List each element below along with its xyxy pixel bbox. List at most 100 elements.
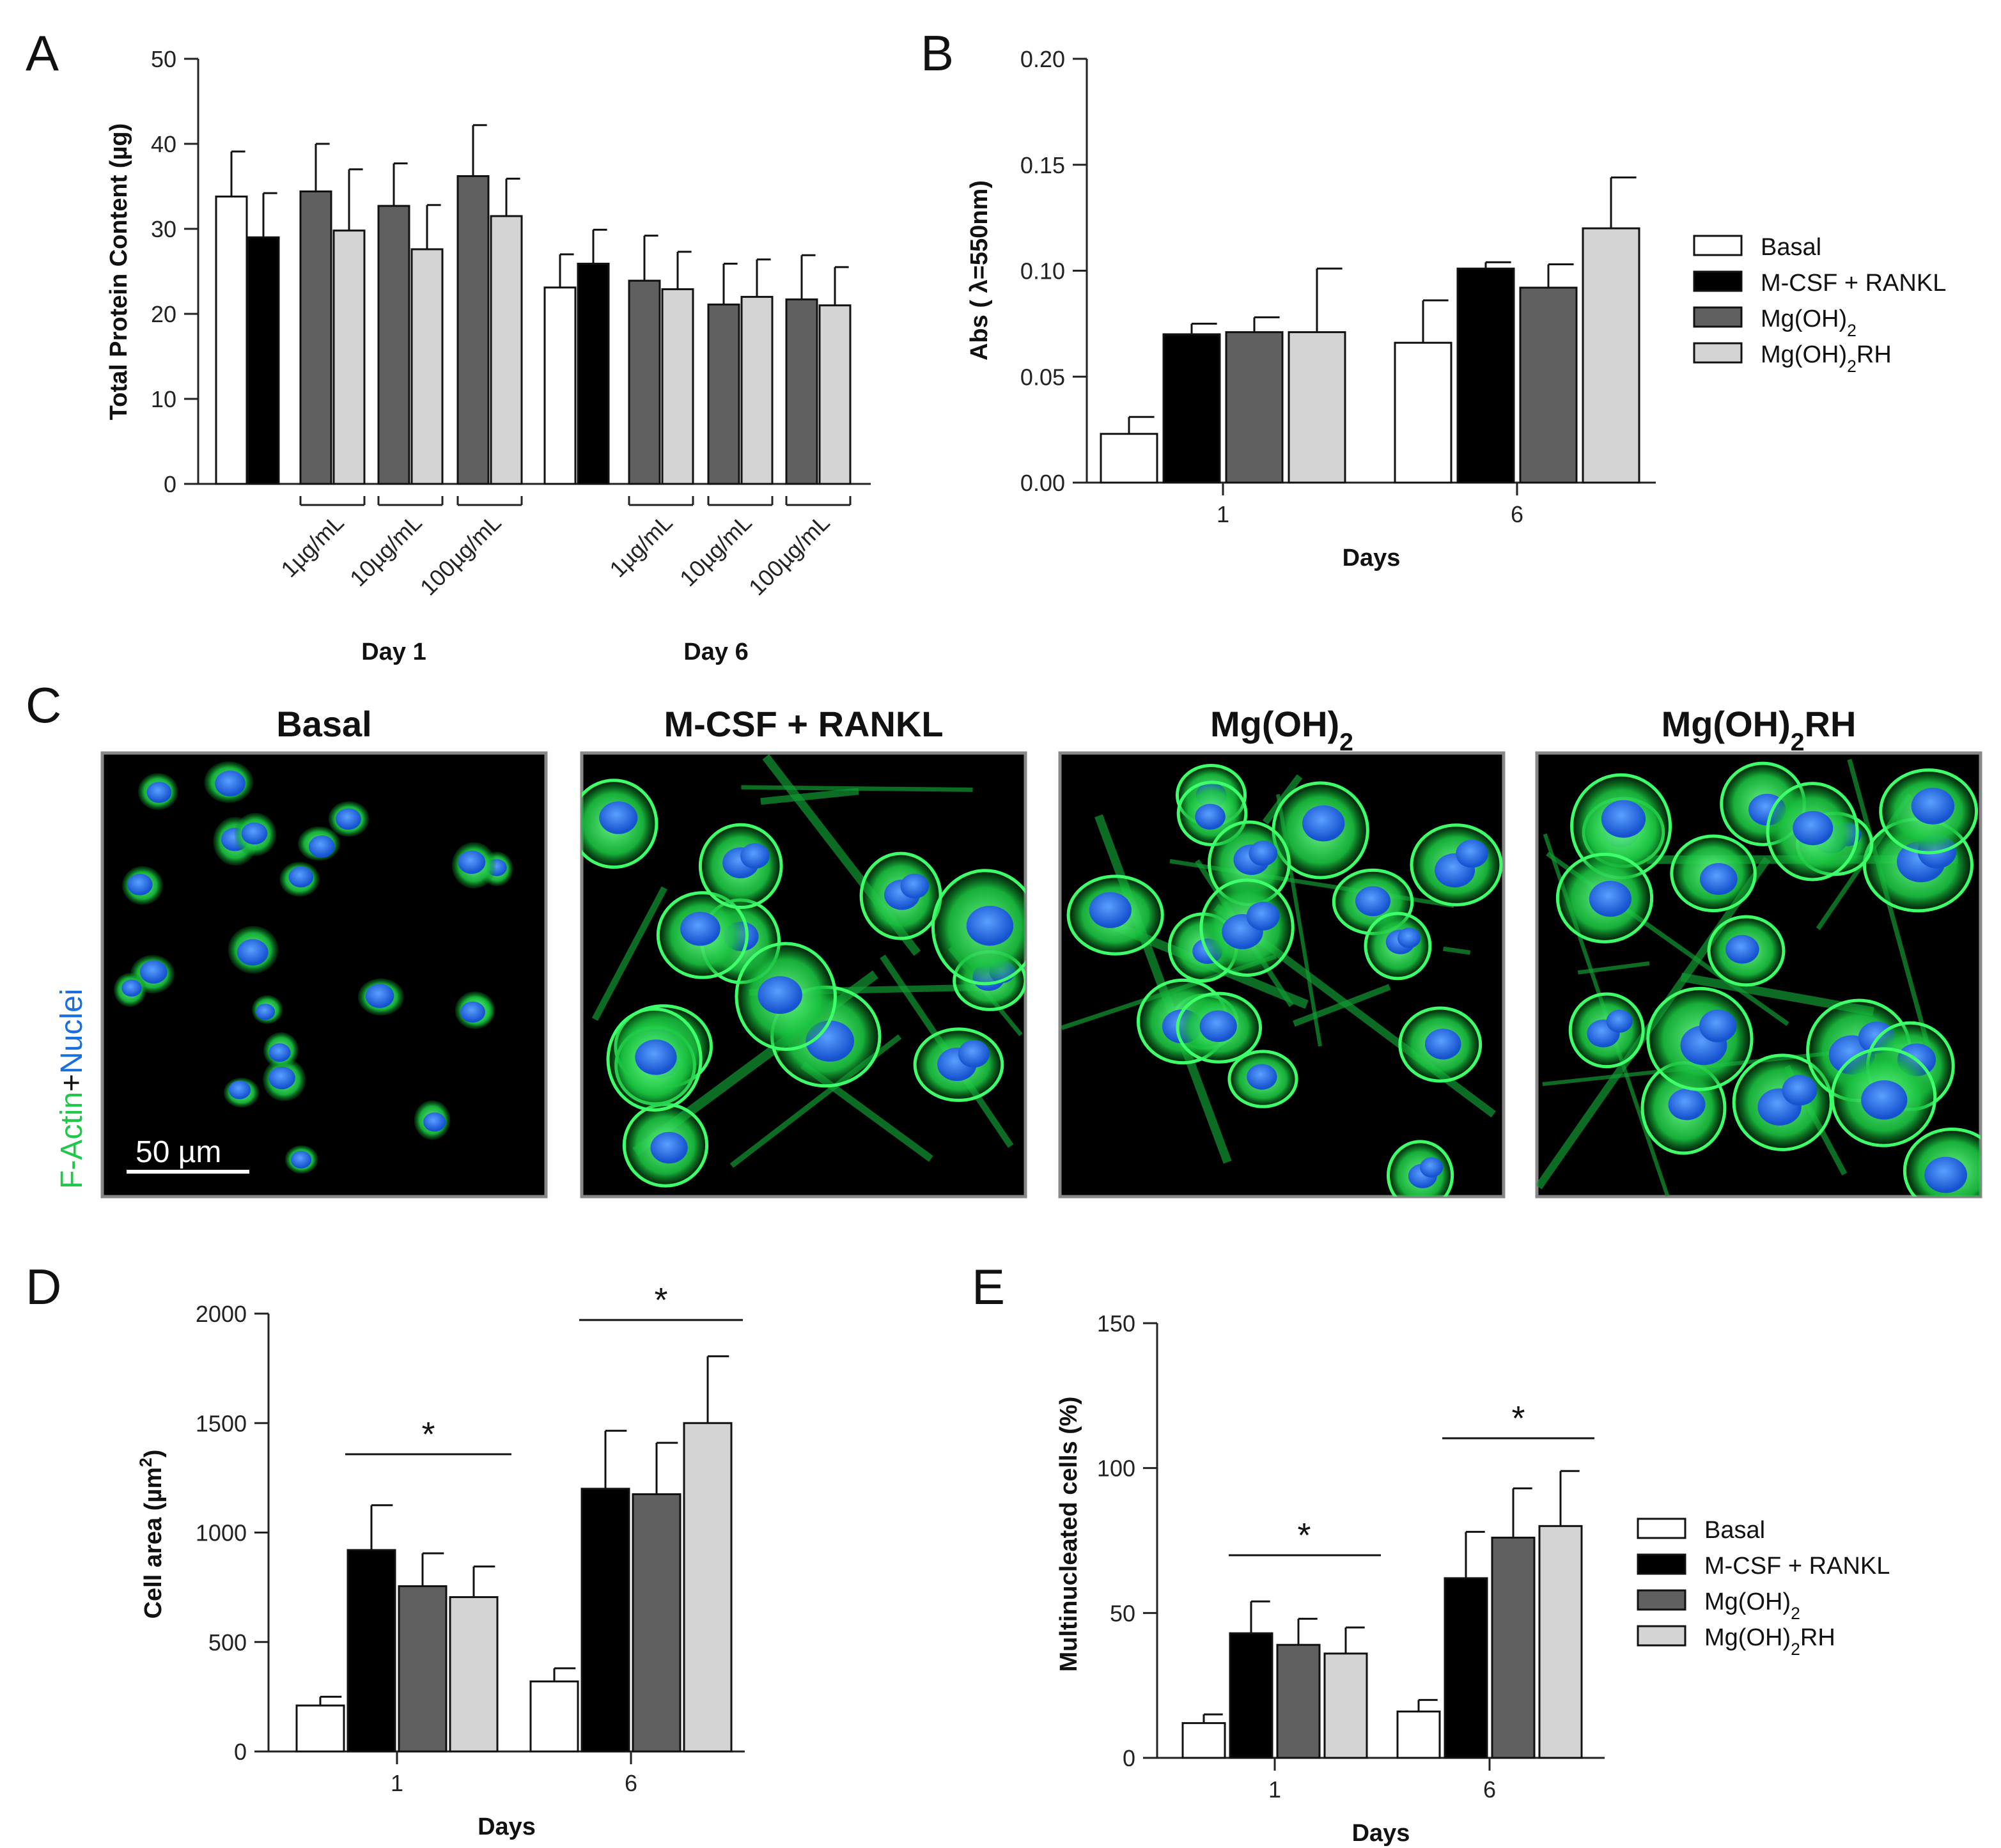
chart-b-absorbance: 0.00 0.05 0.10 0.15 0.20 1 6 Days Abs ( λ=550nm)	[966, 46, 1656, 571]
cell-nucleus	[1606, 1009, 1633, 1033]
chart-a-conc-label: 1µg/mL	[276, 509, 348, 582]
chart-e-sig-star: *	[1511, 1399, 1525, 1438]
actin-filament	[1262, 774, 1303, 825]
cell-nucleus	[237, 939, 269, 966]
cell-nucleus	[308, 835, 335, 858]
micrograph-title-base: M-CSF + RANKL	[664, 704, 943, 744]
legend-e-label-suffix: RH	[1800, 1624, 1835, 1651]
chart-a-y-tick-label: 20	[151, 301, 176, 327]
cell-nucleus	[127, 874, 153, 896]
chart-d-bar	[529, 1680, 579, 1753]
cell-nucleus	[900, 873, 930, 899]
chart-d-y-label-base: Cell area (µm	[140, 1467, 167, 1619]
chart-a-bar	[247, 236, 280, 485]
chart-d-y-tick-label: 1000	[196, 1520, 247, 1546]
chart-e-bar	[1229, 1632, 1273, 1759]
micrograph-title: Basal	[276, 704, 371, 744]
chart-a-bar	[707, 303, 740, 485]
chart-d-x-tick-label: 6	[625, 1770, 637, 1796]
chart-a-bar	[785, 298, 818, 485]
chart-d-sig-star: *	[421, 1415, 435, 1454]
cell-nucleus	[1924, 1156, 1967, 1193]
chart-d-x-tick-label: 1	[391, 1770, 403, 1796]
legend-b-label-base: Mg(OH)	[1761, 306, 1847, 332]
chart-b-y-tick-label: 0.00	[1020, 470, 1065, 496]
legend-b-label-base: Basal	[1761, 234, 1821, 261]
panel-letter-b: B	[921, 25, 954, 81]
chart-a-y-tick-label: 30	[151, 216, 176, 242]
legend-b-label: Mg(OH)2RH	[1761, 341, 1892, 376]
actin-filament	[760, 788, 859, 805]
micrograph-title-suffix: RH	[1805, 704, 1857, 744]
legend-e-label-base: Mg(OH)	[1704, 1588, 1791, 1615]
actin-filament	[1577, 961, 1650, 975]
legend-e-label: M-CSF + RANKL	[1704, 1553, 1890, 1580]
chart-a-conc-label: 10µg/mL	[674, 509, 757, 592]
cell-nucleus	[121, 979, 142, 997]
legend-b-label: Mg(OH)2	[1761, 306, 1857, 340]
cell-nucleus	[256, 1004, 276, 1020]
micrograph-content	[1061, 763, 1503, 1197]
chart-e-x-label: Days	[1352, 1820, 1410, 1847]
cell-nucleus	[1793, 811, 1834, 846]
legend-e-label-base: Mg(OH)	[1704, 1624, 1791, 1651]
chart-b-y-tick-label: 0.05	[1020, 364, 1065, 390]
legend-e-label-sub: 2	[1791, 1640, 1800, 1659]
cell-nucleus	[966, 906, 1014, 946]
chart-e-y-tick-label: 100	[1097, 1456, 1135, 1482]
chart-b-x-label: Days	[1343, 545, 1401, 571]
legend-e-label: Mg(OH)2RH	[1704, 1624, 1835, 1659]
chart-b-y-tick-label: 0.15	[1020, 152, 1065, 178]
cell-nucleus	[288, 866, 314, 888]
chart-a-y-label: Total Protein Content (µg)	[105, 123, 132, 420]
legend-b-swatch	[1693, 270, 1743, 292]
chart-b-bar	[1519, 286, 1578, 484]
chart-e-sig-star: *	[1297, 1516, 1311, 1555]
scale-bar-label: 50 µm	[136, 1135, 221, 1169]
chart-a-bar	[577, 263, 610, 485]
micrograph-title: Mg(OH)2	[1210, 704, 1353, 756]
chart-e-bar	[1276, 1643, 1321, 1759]
legend-b-label-sub: 2	[1847, 357, 1857, 376]
micrograph-title-sub: 2	[1791, 729, 1805, 756]
legend-b-swatch	[1693, 342, 1743, 364]
cell-nucleus	[1355, 886, 1391, 917]
cell-nucleus	[1195, 804, 1226, 830]
cell-nucleus	[650, 1131, 688, 1164]
cell-nucleus	[269, 1043, 291, 1062]
cell-nucleus	[423, 1112, 446, 1132]
cell-nucleus	[1249, 841, 1278, 866]
chart-a-day-label: Day 1	[361, 639, 426, 665]
cell-nucleus	[1699, 863, 1738, 896]
cell-nucleus	[1302, 805, 1345, 842]
cell-nucleus	[146, 782, 172, 804]
chart-d-sig-star: *	[654, 1281, 667, 1319]
chart-d-bar	[683, 1422, 733, 1753]
panel-letter-e: E	[972, 1259, 1005, 1315]
cell-nucleus	[215, 770, 245, 796]
chart-a-conc-label: 1µg/mL	[604, 509, 677, 582]
chart-a-bar	[332, 229, 366, 485]
cell-nucleus	[1199, 1010, 1237, 1043]
chart-e-bar	[1444, 1577, 1488, 1759]
chart-b-x-tick-label: 1	[1217, 501, 1229, 527]
cell-nucleus	[740, 843, 770, 869]
chart-e-x-tick-label: 1	[1268, 1776, 1281, 1803]
chart-e-bar	[1538, 1525, 1583, 1759]
chart-d-bar	[632, 1493, 681, 1753]
cell-nucleus	[758, 976, 802, 1014]
cell-nucleus	[139, 960, 167, 984]
legend-b-label: Basal	[1761, 234, 1821, 261]
cell-nucleus	[1589, 880, 1631, 917]
chart-b-y-tick-label: 0.10	[1020, 258, 1065, 284]
chart-a-bar	[377, 205, 410, 485]
chart-d-cell-area: 0 500 1000 1500 2000 1 6 Days Cell area (µm2) * *	[136, 1281, 745, 1840]
chart-b-x-tick-label: 6	[1511, 501, 1523, 527]
chart-a-y-tick-label: 0	[164, 471, 176, 497]
chart-d-bar	[580, 1487, 630, 1753]
legend-e-swatch	[1637, 1589, 1686, 1611]
chart-e-y-label: Multinucleated cells (%)	[1055, 1397, 1082, 1672]
panel-c-side-label: F-Actin+Nuclei	[55, 989, 89, 1189]
